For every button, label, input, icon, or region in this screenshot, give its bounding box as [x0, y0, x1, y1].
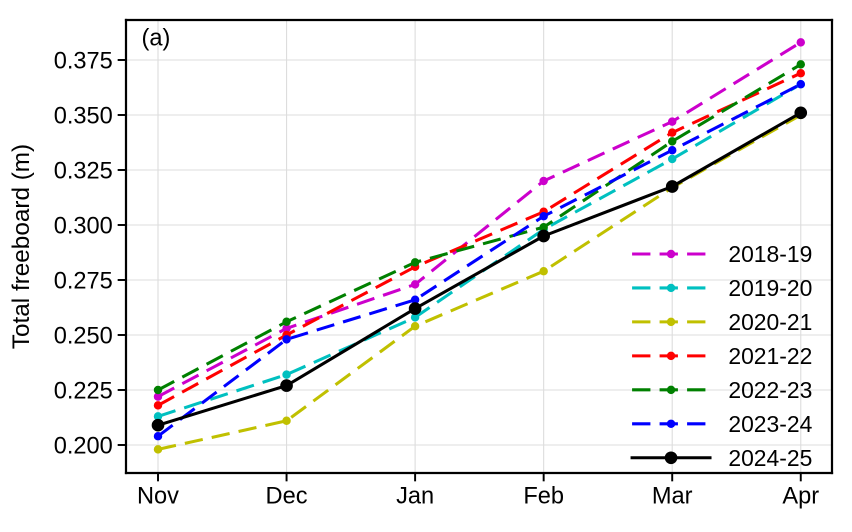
svg-text:Feb: Feb	[523, 483, 564, 509]
svg-text:(a): (a)	[142, 25, 171, 51]
svg-text:0.250: 0.250	[54, 324, 113, 350]
svg-text:2020-21: 2020-21	[728, 309, 812, 335]
svg-text:0.225: 0.225	[54, 379, 113, 405]
svg-text:2018-19: 2018-19	[728, 241, 812, 267]
svg-text:Apr: Apr	[782, 483, 819, 509]
svg-text:0.275: 0.275	[54, 269, 113, 295]
svg-text:0.200: 0.200	[54, 434, 113, 460]
svg-text:0.375: 0.375	[54, 49, 113, 75]
svg-text:0.325: 0.325	[54, 159, 113, 185]
svg-text:Total freeboard (m): Total freeboard (m)	[8, 144, 35, 349]
svg-text:Dec: Dec	[266, 483, 308, 509]
svg-text:0.300: 0.300	[54, 214, 113, 240]
svg-text:Jan: Jan	[396, 483, 434, 509]
svg-text:2019-20: 2019-20	[728, 275, 812, 301]
svg-text:Nov: Nov	[137, 483, 179, 509]
svg-text:2022-23: 2022-23	[728, 377, 812, 403]
svg-text:Mar: Mar	[652, 483, 693, 509]
svg-text:2023-24: 2023-24	[728, 411, 812, 437]
svg-text:0.350: 0.350	[54, 104, 113, 130]
svg-text:2024-25: 2024-25	[728, 445, 812, 471]
svg-text:2021-22: 2021-22	[728, 343, 812, 369]
